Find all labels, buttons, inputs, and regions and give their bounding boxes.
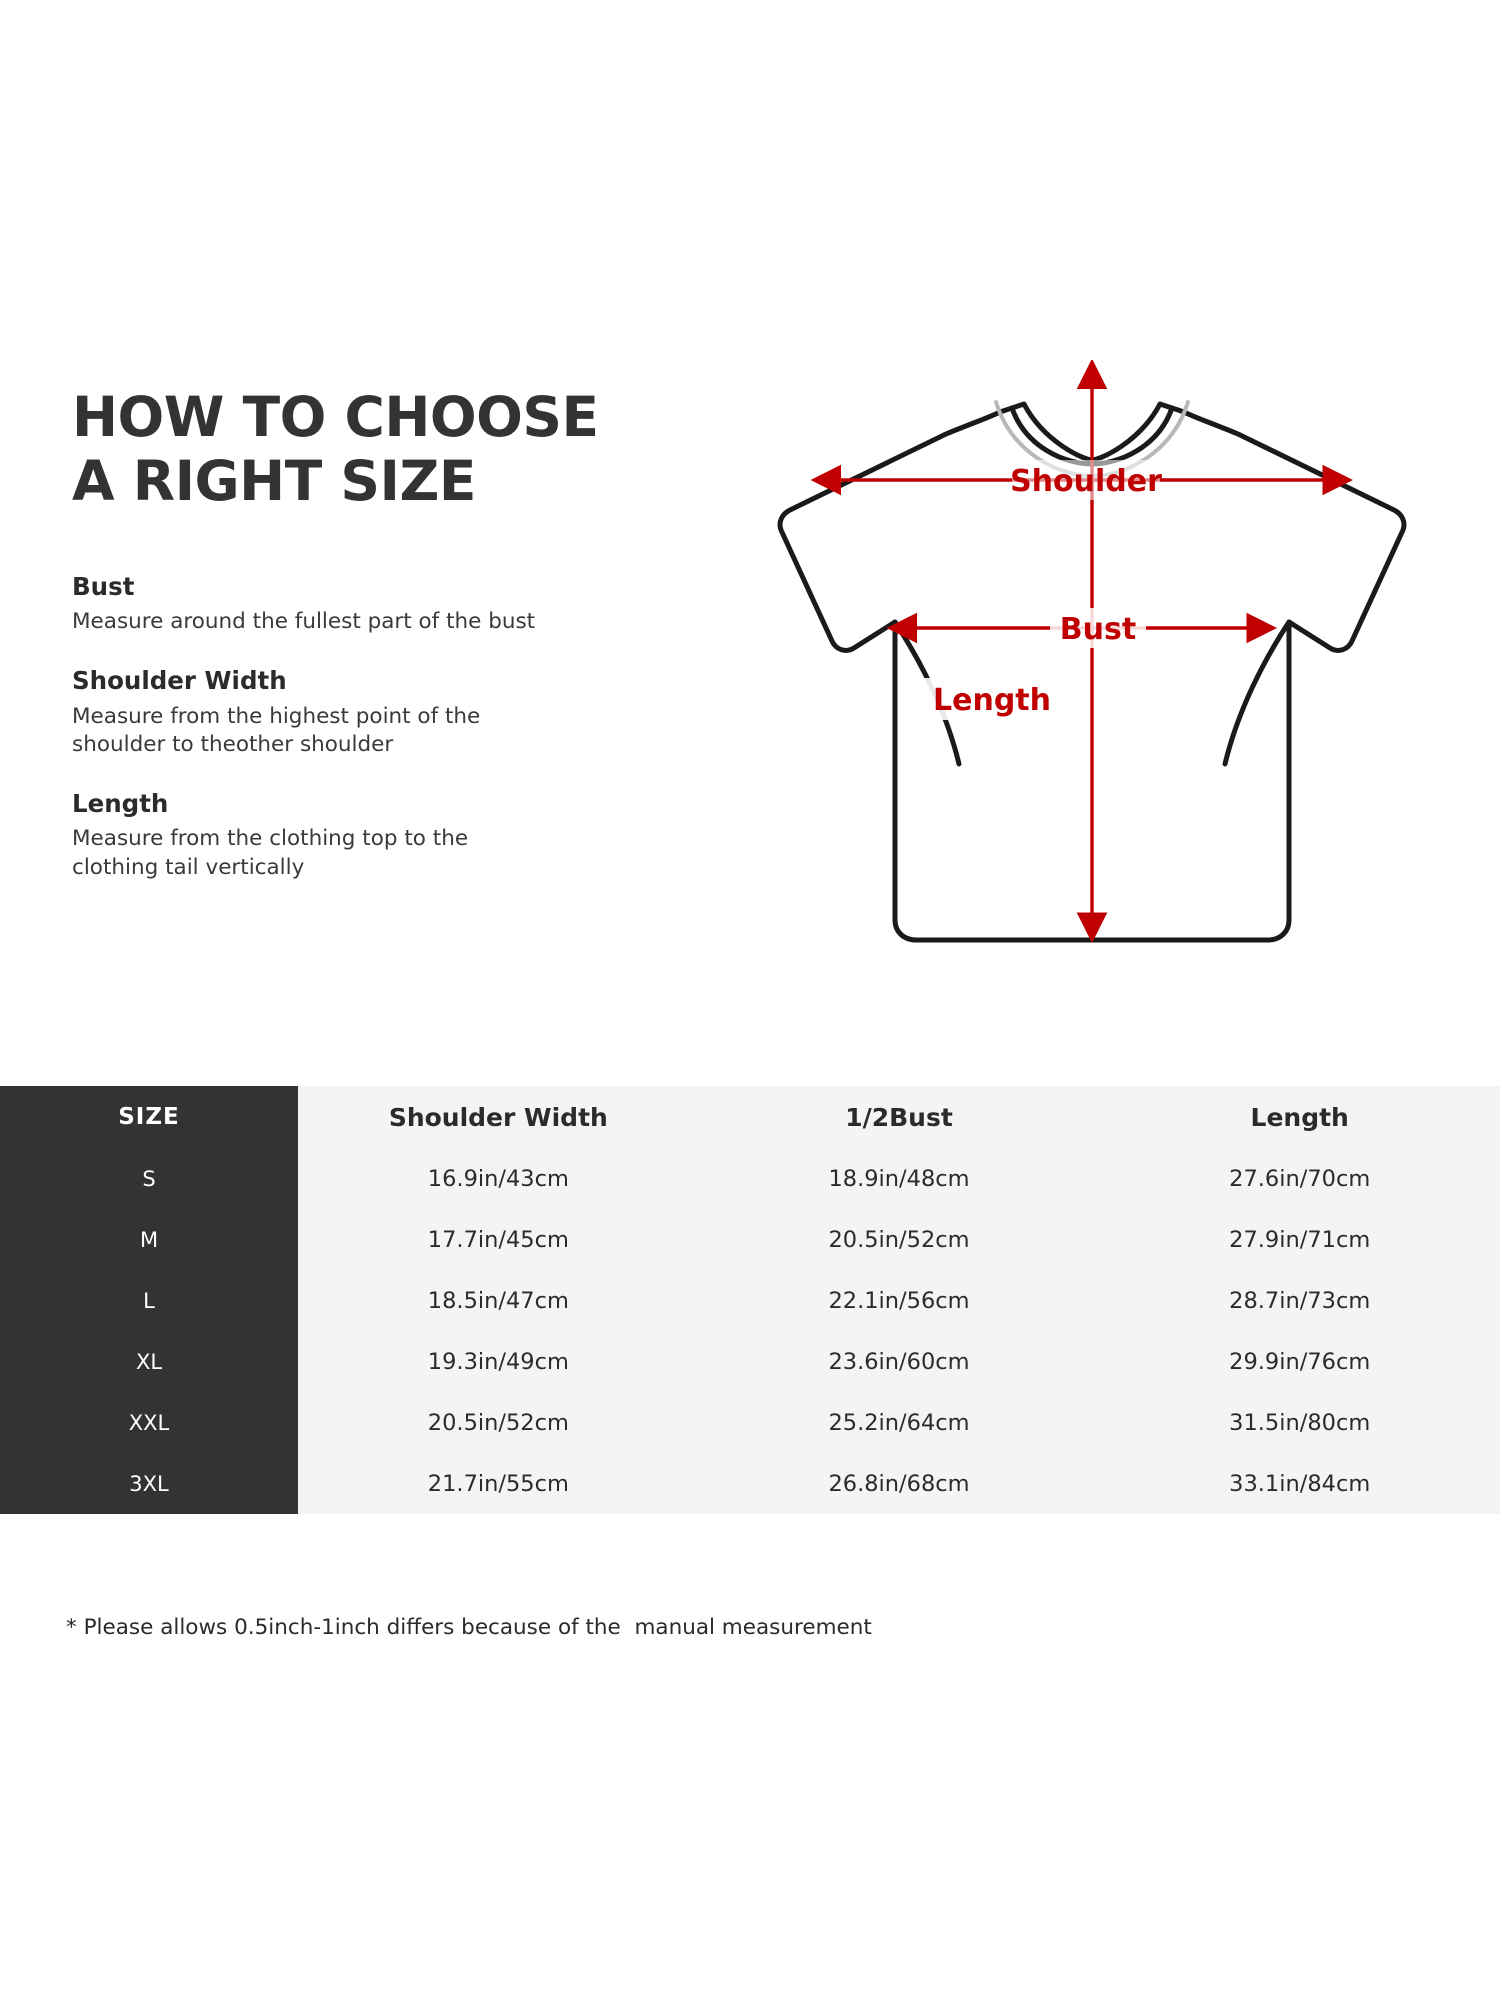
cell-size: S: [0, 1148, 298, 1209]
tshirt-diagram: Shoulder Bust Length: [760, 360, 1420, 1020]
cell-half-bust: 25.2in/64cm: [698, 1392, 1100, 1453]
table-row: M 17.7in/45cm 20.5in/52cm 27.9in/71cm: [0, 1209, 1500, 1270]
table-header-row: SIZE Shoulder Width 1/2Bust Length: [0, 1086, 1500, 1148]
cell-shoulder-width: 19.3in/49cm: [298, 1331, 699, 1392]
cell-length: 29.9in/76cm: [1099, 1331, 1500, 1392]
measurement-description: Measure from the clothing top to the clo…: [72, 826, 469, 880]
table-row: XL 19.3in/49cm 23.6in/60cm 29.9in/76cm: [0, 1331, 1500, 1392]
measurement-definitions: Bust Measure around the fullest part of …: [72, 572, 712, 883]
measurement-title: Shoulder Width: [72, 665, 287, 695]
page-title: HOW TO CHOOSE A RIGHT SIZE: [72, 385, 599, 514]
cell-shoulder-width: 18.5in/47cm: [298, 1270, 699, 1331]
measurement-description: Measure around the fullest part of the b…: [72, 609, 536, 635]
cell-shoulder-width: 21.7in/55cm: [298, 1453, 699, 1514]
cell-size: XXL: [0, 1392, 298, 1453]
measurement-disclaimer: * Please allows 0.5inch-1inch differs be…: [66, 1615, 872, 1640]
sleeve-seam-right: [1222, 619, 1292, 767]
cell-size: L: [0, 1270, 298, 1331]
table-row: XXL 20.5in/52cm 25.2in/64cm 31.5in/80cm: [0, 1392, 1500, 1453]
column-header-shoulder-width: Shoulder Width: [298, 1086, 699, 1148]
measurement-description: Measure from the highest point of the sh…: [72, 703, 481, 758]
instructions-column: HOW TO CHOOSE A RIGHT SIZE Bust Measure …: [72, 385, 712, 883]
cell-shoulder-width: 16.9in/43cm: [298, 1148, 699, 1209]
cell-half-bust: 20.5in/52cm: [698, 1209, 1100, 1270]
cell-half-bust: 18.9in/48cm: [698, 1148, 1100, 1209]
table-body: S 16.9in/43cm 18.9in/48cm 27.6in/70cm M …: [0, 1148, 1500, 1514]
cell-length: 33.1in/84cm: [1099, 1453, 1500, 1514]
cell-length: 27.6in/70cm: [1099, 1148, 1500, 1209]
cell-half-bust: 23.6in/60cm: [698, 1331, 1100, 1392]
size-table: SIZE Shoulder Width 1/2Bust Length S 16.…: [0, 1086, 1500, 1514]
measurement-item-length: Length Measure from the clothing top to …: [72, 789, 712, 883]
length-label: Length: [933, 683, 1051, 718]
cell-shoulder-width: 20.5in/52cm: [298, 1392, 699, 1453]
measurement-item-bust: Bust Measure around the fullest part of …: [72, 572, 712, 637]
shoulder-label: Shoulder: [1010, 464, 1162, 499]
cell-size: 3XL: [0, 1453, 298, 1514]
cell-length: 28.7in/73cm: [1099, 1270, 1500, 1331]
cell-size: M: [0, 1209, 298, 1270]
column-header-length: Length: [1099, 1086, 1500, 1148]
cell-half-bust: 22.1in/56cm: [698, 1270, 1100, 1331]
cell-shoulder-width: 17.7in/45cm: [298, 1209, 699, 1270]
table-row: L 18.5in/47cm 22.1in/56cm 28.7in/73cm: [0, 1270, 1500, 1331]
measurement-title: Length: [72, 788, 169, 818]
measurement-title: Bust: [72, 571, 135, 601]
column-header-size: SIZE: [0, 1086, 298, 1148]
cell-length: 31.5in/80cm: [1099, 1392, 1500, 1453]
bust-label: Bust: [1060, 612, 1136, 647]
table-row: S 16.9in/43cm 18.9in/48cm 27.6in/70cm: [0, 1148, 1500, 1209]
measurement-item-shoulder-width: Shoulder Width Measure from the highest …: [72, 666, 712, 760]
table-row: 3XL 21.7in/55cm 26.8in/68cm 33.1in/84cm: [0, 1453, 1500, 1514]
cell-length: 27.9in/71cm: [1099, 1209, 1500, 1270]
column-header-half-bust: 1/2Bust: [698, 1086, 1100, 1148]
cell-size: XL: [0, 1331, 298, 1392]
diagram-labels: Shoulder Bust Length: [922, 460, 1162, 720]
cell-half-bust: 26.8in/68cm: [698, 1453, 1100, 1514]
top-section: HOW TO CHOOSE A RIGHT SIZE Bust Measure …: [72, 360, 1420, 1020]
